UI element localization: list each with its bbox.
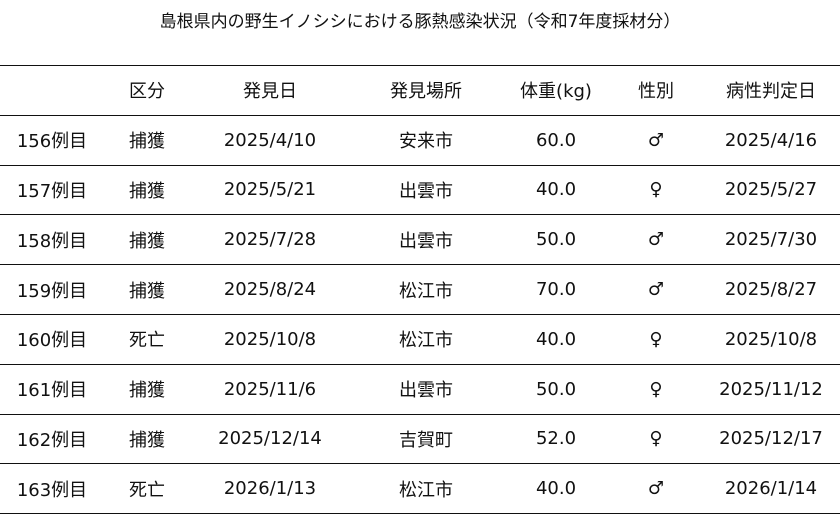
- cell-case-number: 163例目: [16, 479, 88, 501]
- cell-case-number: 158例目: [16, 230, 88, 252]
- cell-weight: 50.0: [535, 378, 577, 400]
- header-category: 区分: [129, 81, 165, 103]
- cell-weight: 40.0: [535, 328, 577, 350]
- table-row: 160例目 死亡 2025/10/8 松江市 40.0 ♀ 2025/10/8: [0, 314, 840, 364]
- cell-case-number: 159例目: [16, 280, 88, 302]
- cell-case-number: 162例目: [16, 429, 88, 451]
- table-row: 161例目 捕獲 2025/11/6 出雲市 50.0 ♀ 2025/11/12: [0, 364, 840, 414]
- cell-discovery-date: 2025/7/28: [223, 229, 317, 251]
- cell-weight: 40.0: [535, 478, 577, 500]
- table-row: 158例目 捕獲 2025/7/28 出雲市 50.0 ♂ 2025/7/30: [0, 214, 840, 265]
- table-row: 162例目 捕獲 2025/12/14 吉賀町 52.0 ♀ 2025/12/17: [0, 414, 840, 464]
- cell-category: 死亡: [129, 479, 165, 501]
- cell-weight: 50.0: [535, 229, 577, 251]
- cell-location: 出雲市: [399, 180, 453, 202]
- cell-discovery-date: 2026/1/13: [223, 478, 317, 500]
- cell-category: 捕獲: [129, 380, 165, 402]
- cell-location: 松江市: [399, 330, 453, 352]
- cell-case-number: 161例目: [16, 380, 88, 402]
- cell-sex: ♂: [647, 129, 665, 151]
- cell-location: 出雲市: [399, 230, 453, 252]
- table-row: 157例目 捕獲 2025/5/21 出雲市 40.0 ♀ 2025/5/27: [0, 165, 840, 215]
- cell-location: 松江市: [399, 280, 453, 302]
- cell-sex: ♂: [647, 279, 665, 301]
- cell-discovery-date: 2025/11/6: [223, 378, 317, 400]
- cell-diagnosis-date: 2025/5/27: [724, 179, 818, 201]
- cell-weight: 60.0: [535, 129, 577, 151]
- header-discovery-date: 発見日: [243, 81, 297, 103]
- cell-diagnosis-date: 2026/1/14: [724, 478, 818, 500]
- cell-category: 捕獲: [129, 230, 165, 252]
- page-title: 島根県内の野生イノシシにおける豚熱感染状況（令和7年度採材分）: [159, 12, 681, 32]
- cell-discovery-date: 2025/8/24: [223, 279, 317, 301]
- cell-sex: ♀: [649, 428, 663, 450]
- cell-case-number: 160例目: [16, 330, 88, 352]
- cell-discovery-date: 2025/10/8: [223, 328, 317, 350]
- cell-weight: 40.0: [535, 179, 577, 201]
- cell-discovery-date: 2025/4/10: [223, 129, 317, 151]
- table-row: 159例目 捕獲 2025/8/24 松江市 70.0 ♂ 2025/8/27: [0, 264, 840, 315]
- cell-category: 捕獲: [129, 180, 165, 202]
- cell-diagnosis-date: 2025/7/30: [724, 229, 818, 251]
- cell-category: 捕獲: [129, 131, 165, 153]
- cell-location: 安来市: [399, 131, 453, 153]
- header-weight: 体重(kg): [520, 81, 592, 103]
- cell-diagnosis-date: 2025/11/12: [719, 378, 823, 400]
- cell-discovery-date: 2025/12/14: [218, 428, 322, 450]
- cell-location: 出雲市: [399, 380, 453, 402]
- cell-location: 松江市: [399, 479, 453, 501]
- cell-sex: ♀: [649, 179, 663, 201]
- cell-sex: ♂: [647, 478, 665, 500]
- infection-table: 区分 発見日 発見場所 体重(kg) 性別 病性判定日 156例目 捕獲 2025/4/10 安…: [0, 65, 840, 514]
- header-case-number: [0, 66, 104, 116]
- cell-category: 捕獲: [129, 280, 165, 302]
- cell-weight: 52.0: [535, 428, 577, 450]
- cell-category: 死亡: [129, 330, 165, 352]
- cell-discovery-date: 2025/5/21: [223, 179, 317, 201]
- cell-weight: 70.0: [535, 279, 577, 301]
- table-row: 163例目 死亡 2026/1/13 松江市 40.0 ♂ 2026/1/14: [0, 463, 840, 514]
- cell-diagnosis-date: 2025/4/16: [724, 129, 818, 151]
- cell-sex: ♀: [649, 328, 663, 350]
- header-row: 区分 発見日 発見場所 体重(kg) 性別 病性判定日: [0, 65, 840, 116]
- cell-diagnosis-date: 2025/8/27: [724, 279, 818, 301]
- cell-case-number: 156例目: [16, 131, 88, 153]
- cell-category: 捕獲: [129, 429, 165, 451]
- header-sex: 性別: [638, 81, 674, 103]
- cell-sex: ♀: [649, 378, 663, 400]
- header-diagnosis-date: 病性判定日: [726, 81, 816, 103]
- cell-diagnosis-date: 2025/12/17: [719, 428, 823, 450]
- table-row: 156例目 捕獲 2025/4/10 安来市 60.0 ♂ 2025/4/16: [0, 115, 840, 165]
- cell-case-number: 157例目: [16, 180, 88, 202]
- header-location: 発見場所: [390, 81, 462, 103]
- cell-diagnosis-date: 2025/10/8: [724, 328, 818, 350]
- cell-location: 吉賀町: [399, 429, 453, 451]
- cell-sex: ♂: [647, 229, 665, 251]
